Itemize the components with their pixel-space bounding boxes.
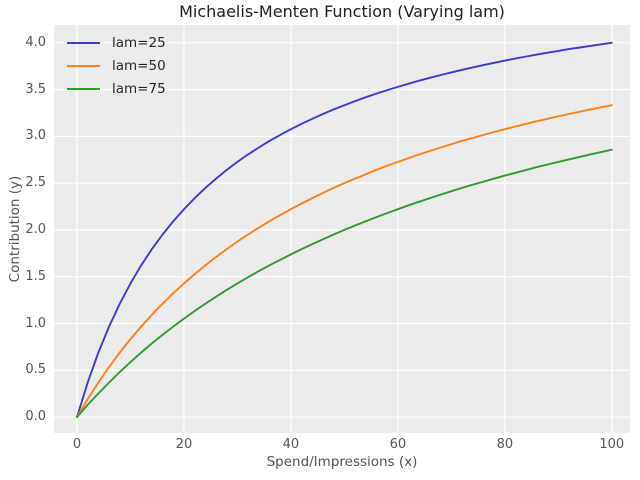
legend-label: lam=75 [112,80,166,97]
legend-entry: lam=25 [67,31,166,54]
legend-line-swatch [67,41,100,44]
x-tick-label: 20 [175,437,193,452]
x-tick-label: 100 [599,437,625,452]
y-tick-label: 3.0 [25,128,46,144]
y-tick-label: 1.0 [25,315,46,331]
chart-title: Michaelis-Menten Function (Varying lam) [179,2,505,21]
legend-entry: lam=50 [67,54,166,77]
legend-line-swatch [67,87,100,90]
y-tick-label: 4.0 [25,34,46,50]
y-tick-label: 1.5 [25,268,46,284]
legend-entry: lam=75 [67,77,166,100]
plot-area-background [54,25,630,433]
legend-line-swatch [67,64,100,67]
series-curve-lam-25 [76,41,613,419]
legend-label: lam=50 [112,57,166,74]
series-curve-lam-75 [76,148,613,419]
x-axis-label: Spend/Impressions (x) [266,454,418,470]
x-tick-label: 0 [72,437,82,452]
y-tick-label: 0.0 [25,409,46,425]
legend: lam=25 lam=50 lam=75 [67,31,166,100]
y-tick-label: 2.5 [25,175,46,191]
y-tick-label: 2.0 [25,221,46,237]
y-tick-label: 3.5 [25,81,46,97]
series-curve-lam-50 [76,104,613,419]
legend-label: lam=25 [112,34,166,51]
y-tick-label: 0.5 [25,362,46,378]
x-tick-label: 80 [496,437,514,452]
x-tick-label: 60 [389,437,407,452]
x-tick-label: 40 [282,437,300,452]
